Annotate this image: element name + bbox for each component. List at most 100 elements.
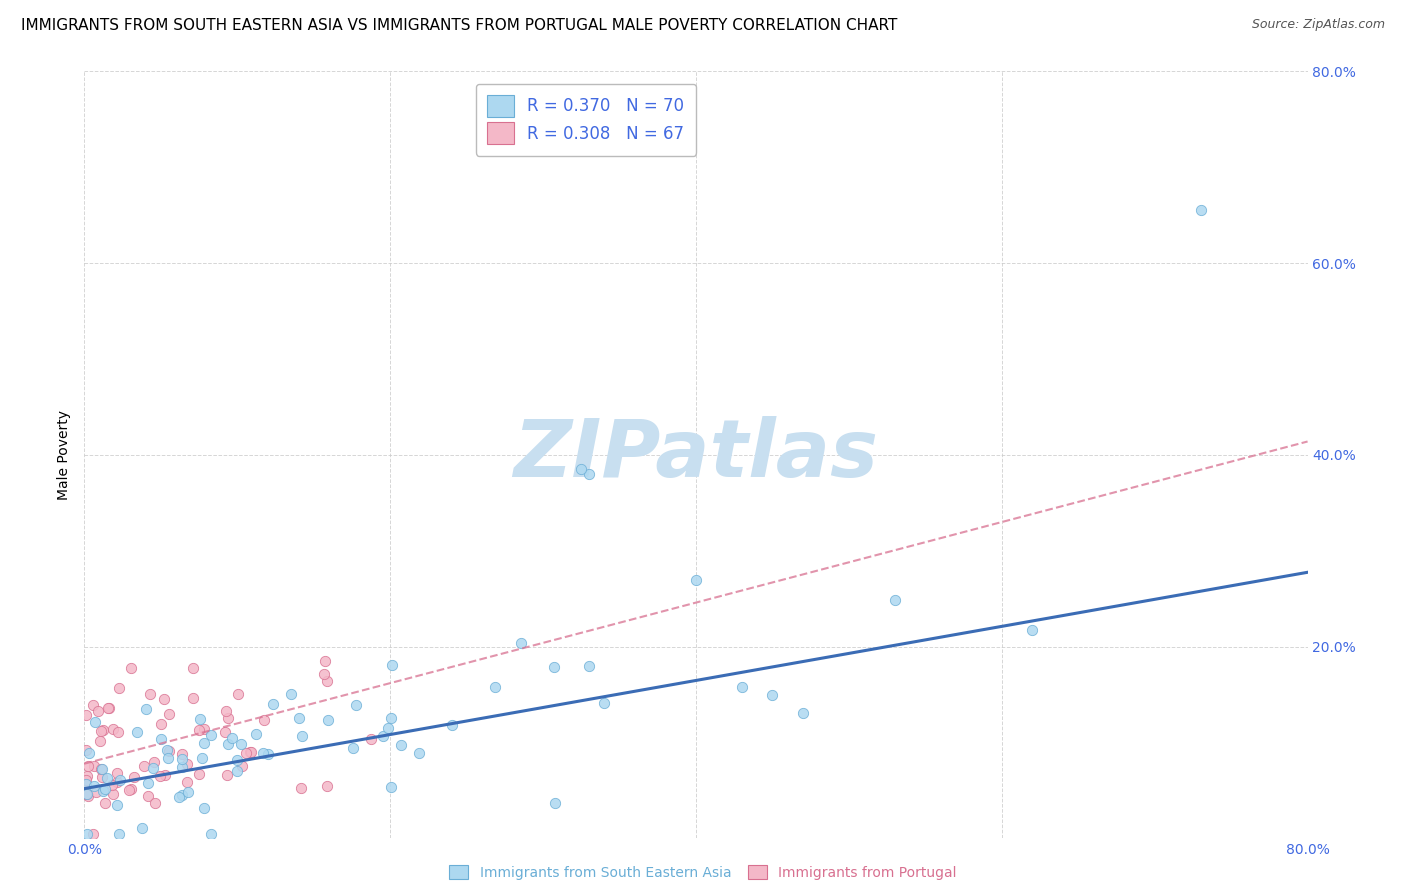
Point: [77, 747, 100, 761]
Point: [82, 827, 104, 841]
Point: [245, 727, 267, 741]
Point: [792, 706, 814, 720]
Point: [170, 747, 193, 762]
Point: [83, 779, 105, 793]
Point: [110, 772, 132, 787]
Point: [217, 711, 239, 725]
Point: [75, 708, 97, 723]
Point: [127, 724, 149, 739]
Point: [84, 785, 107, 799]
Text: Source: ZipAtlas.com: Source: ZipAtlas.com: [1251, 18, 1385, 31]
Point: [120, 781, 142, 796]
Point: [101, 722, 124, 736]
Point: [77, 789, 100, 804]
Point: [170, 759, 193, 773]
Point: [89, 734, 111, 748]
Point: [214, 724, 236, 739]
Point: [87, 704, 110, 718]
Point: [314, 654, 336, 668]
Point: [143, 796, 166, 810]
Point: [312, 667, 335, 681]
Point: [544, 796, 567, 810]
Point: [107, 725, 129, 739]
Point: [1189, 203, 1212, 218]
Point: [380, 711, 402, 725]
Point: [342, 740, 364, 755]
Point: [389, 739, 412, 753]
Point: [226, 687, 249, 701]
Text: IMMIGRANTS FROM SOUTH EASTERN ASIA VS IMMIGRANTS FROM PORTUGAL MALE POVERTY CORR: IMMIGRANTS FROM SOUTH EASTERN ASIA VS IM…: [21, 18, 897, 33]
Point: [101, 787, 124, 801]
Point: [143, 755, 166, 769]
Point: [256, 747, 278, 762]
Point: [108, 827, 131, 841]
Point: [167, 790, 190, 805]
Point: [217, 737, 239, 751]
Point: [82, 698, 104, 713]
Point: [90, 770, 112, 784]
Point: [135, 702, 157, 716]
Point: [139, 687, 162, 701]
Point: [108, 681, 131, 695]
Point: [94, 781, 117, 796]
Point: [543, 660, 565, 674]
Point: [157, 744, 180, 758]
Point: [188, 723, 211, 738]
Point: [240, 745, 263, 759]
Point: [380, 780, 402, 795]
Point: [105, 774, 128, 789]
Point: [90, 762, 112, 776]
Point: [509, 635, 531, 649]
Point: [150, 717, 173, 731]
Point: [90, 762, 112, 776]
Point: [229, 737, 252, 751]
Point: [122, 770, 145, 784]
Point: [90, 724, 112, 739]
Point: [120, 660, 142, 674]
Point: [221, 731, 243, 745]
Point: [105, 797, 128, 812]
Point: [239, 745, 262, 759]
Point: [156, 751, 179, 765]
Point: [132, 758, 155, 772]
Point: [316, 714, 339, 728]
Point: [288, 711, 311, 725]
Point: [97, 700, 120, 714]
Point: [149, 769, 172, 783]
Point: [156, 743, 179, 757]
Point: [280, 687, 302, 701]
Point: [360, 732, 382, 747]
Point: [155, 768, 177, 782]
Point: [231, 759, 253, 773]
Point: [215, 768, 238, 782]
Point: [253, 713, 276, 727]
Point: [83, 759, 105, 773]
Point: [315, 674, 337, 689]
Point: [170, 752, 193, 766]
Point: [441, 718, 464, 732]
Point: [225, 764, 247, 779]
Point: [75, 773, 97, 788]
Point: [290, 780, 312, 795]
Point: [291, 729, 314, 743]
Point: [83, 715, 105, 730]
Point: [91, 723, 114, 737]
Point: [381, 657, 404, 672]
Point: [761, 688, 783, 702]
Point: [200, 827, 222, 841]
Point: [136, 776, 159, 790]
Point: [571, 462, 593, 476]
Point: [131, 821, 153, 835]
Point: [100, 778, 122, 792]
Point: [177, 785, 200, 799]
Point: [176, 756, 198, 771]
Point: [252, 747, 274, 761]
Point: [76, 768, 98, 782]
Point: [75, 742, 97, 756]
Point: [105, 765, 128, 780]
Point: [150, 731, 173, 746]
Point: [172, 788, 194, 802]
Point: [315, 779, 337, 793]
Point: [593, 696, 616, 710]
Point: [484, 680, 506, 694]
